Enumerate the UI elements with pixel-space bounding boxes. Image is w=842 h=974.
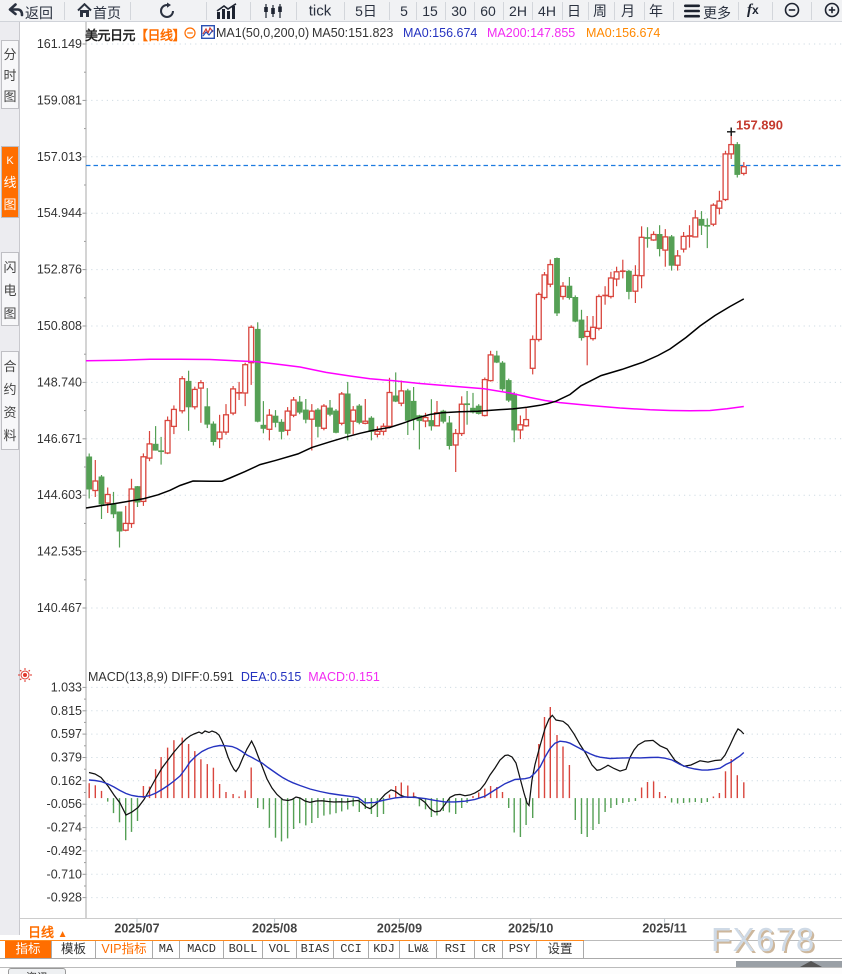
- svg-text:157.890: 157.890: [736, 118, 783, 133]
- svg-text:154.944: 154.944: [37, 206, 82, 220]
- svg-text:142.535: 142.535: [37, 545, 82, 559]
- svg-text:157.013: 157.013: [37, 150, 82, 164]
- svg-text:0.815: 0.815: [51, 704, 82, 718]
- svg-text:2025/10: 2025/10: [508, 922, 553, 936]
- svg-text:0.379: 0.379: [51, 751, 82, 765]
- svg-text:-0.710: -0.710: [47, 867, 82, 881]
- svg-text:144.603: 144.603: [37, 488, 82, 502]
- svg-text:-0.492: -0.492: [47, 844, 82, 858]
- svg-text:-0.928: -0.928: [47, 891, 82, 905]
- svg-text:0.162: 0.162: [51, 774, 82, 788]
- svg-text:2025/08: 2025/08: [252, 922, 297, 936]
- svg-text:-0.056: -0.056: [47, 797, 82, 811]
- svg-text:146.671: 146.671: [37, 432, 82, 446]
- svg-text:0.597: 0.597: [51, 727, 82, 741]
- svg-text:161.149: 161.149: [37, 37, 82, 51]
- svg-text:148.740: 148.740: [37, 375, 82, 389]
- svg-text:2025/09: 2025/09: [377, 922, 422, 936]
- svg-text:2025/07: 2025/07: [114, 922, 159, 936]
- svg-text:159.081: 159.081: [37, 93, 82, 107]
- svg-text:1.033: 1.033: [51, 680, 82, 694]
- svg-text:2025/11: 2025/11: [642, 922, 687, 936]
- svg-text:150.808: 150.808: [37, 319, 82, 333]
- svg-text:-0.274: -0.274: [47, 821, 82, 835]
- svg-text:140.467: 140.467: [37, 601, 82, 615]
- svg-text:152.876: 152.876: [37, 263, 82, 277]
